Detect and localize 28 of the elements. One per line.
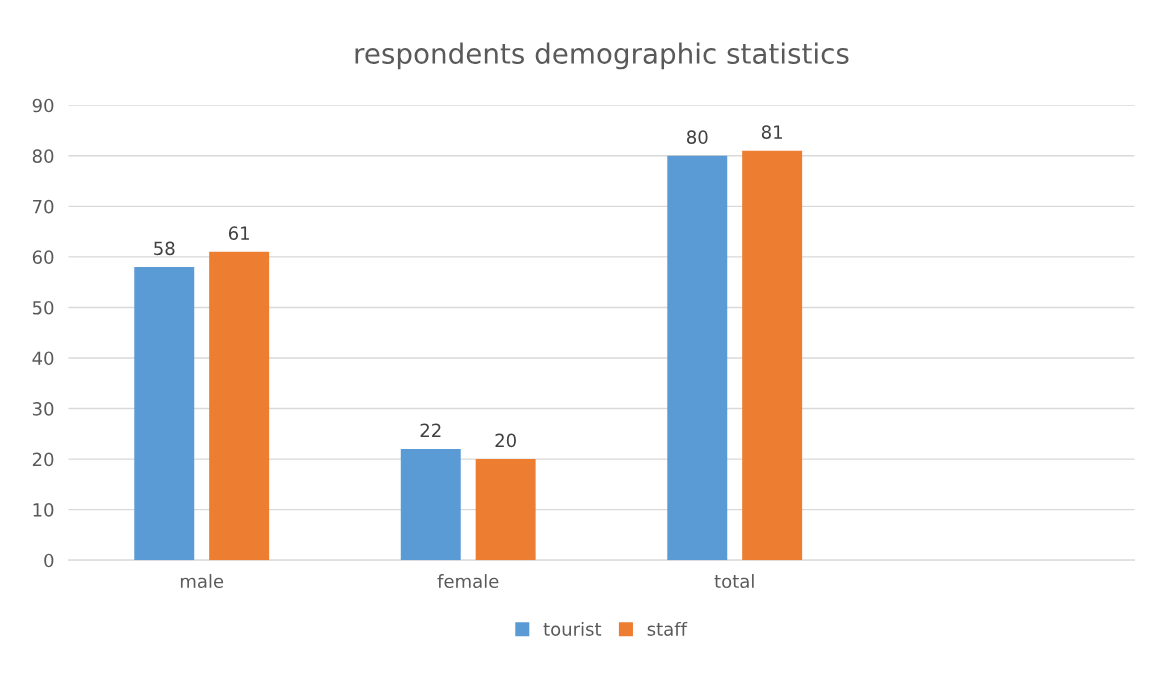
data-label: 80 (687, 130, 708, 144)
y-tick-label: 30 (32, 401, 54, 416)
bar (742, 150, 803, 561)
x-tick-label: female (437, 574, 499, 589)
y-tick-label: 10 (33, 503, 54, 517)
data-label: 61 (228, 226, 249, 240)
bar (134, 267, 195, 561)
legend-label: tourist (543, 621, 602, 636)
y-tick-label: 60 (32, 250, 54, 264)
bar (667, 155, 728, 561)
y-tick-label: 70 (33, 199, 54, 214)
y-tick-label: 0 (44, 553, 54, 568)
bar (475, 459, 536, 561)
data-label: 20 (495, 433, 516, 448)
legend-label: staff (647, 621, 688, 636)
y-tick-label: 90 (32, 98, 54, 113)
data-label: 22 (420, 423, 441, 437)
y-tick-label: 40 (32, 351, 54, 366)
data-label: 81 (761, 125, 782, 139)
y-tick-label: 80 (32, 149, 54, 163)
chart-title: respondents demographic statistics (355, 42, 849, 70)
data-label: 58 (154, 241, 175, 256)
x-tick-label: total (714, 574, 754, 589)
y-tick-label: 20 (32, 452, 54, 467)
y-tick-label: 50 (32, 300, 54, 315)
x-tick-label: male (180, 574, 224, 589)
bar (400, 448, 461, 561)
bar (209, 251, 270, 561)
